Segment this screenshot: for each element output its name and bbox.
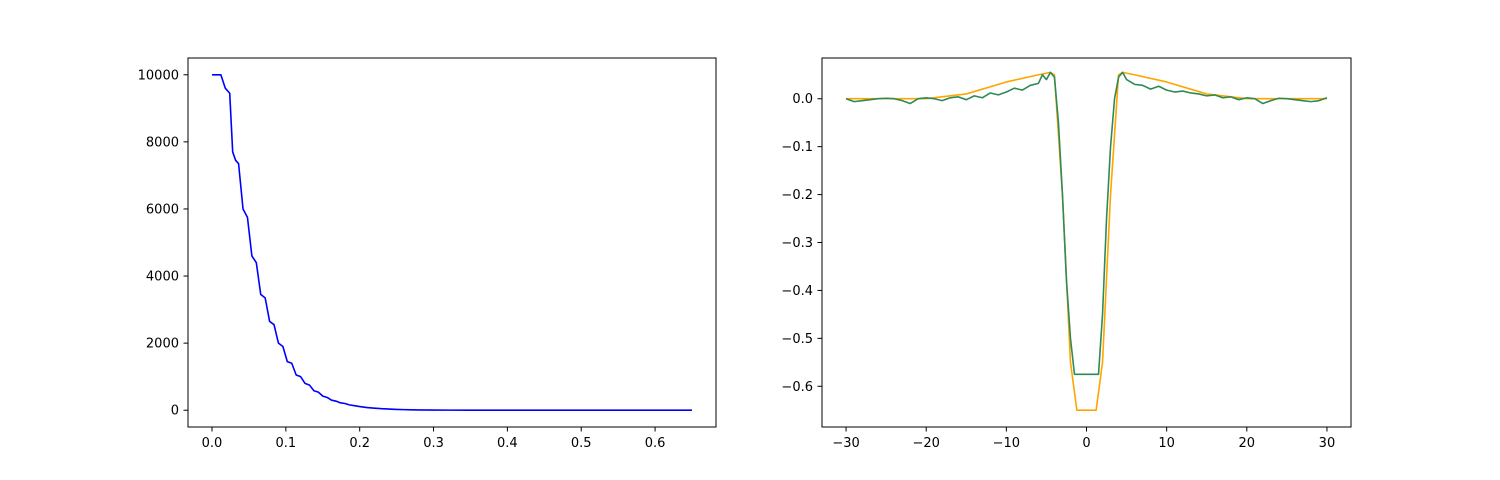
y-tick-label: 0 xyxy=(171,404,179,419)
series-line-1-1 xyxy=(845,71,1328,376)
y-tick-label: 8000 xyxy=(146,135,179,150)
x-tick-label: 0.5 xyxy=(571,436,592,451)
x-tick-label: −30 xyxy=(832,436,859,451)
y-tick-label: 4000 xyxy=(146,270,179,285)
x-tick-label: 0.4 xyxy=(497,436,518,451)
x-tick-label: 10 xyxy=(1158,436,1175,451)
axes-frame xyxy=(187,57,717,428)
x-tick-label: 0.2 xyxy=(349,436,370,451)
y-tick-label: 10000 xyxy=(138,68,179,83)
y-tick-label: 6000 xyxy=(146,202,179,217)
y-tick-label: −0.2 xyxy=(781,188,813,203)
right-chart-panel: −30 −20 −10 0 10 20 30 0.0 −0.1 −0.2 −0.3 −0.4 −0.5 −… xyxy=(781,57,1352,451)
y-tick-label: 0.0 xyxy=(792,92,813,107)
y-tick-label: −0.3 xyxy=(781,236,813,251)
y-tick-label: 2000 xyxy=(146,337,179,352)
y-tick-label: −0.1 xyxy=(781,140,813,155)
x-tick-label: 0.1 xyxy=(276,436,297,451)
y-tick-label: −0.5 xyxy=(781,332,813,347)
y-tick-label: −0.6 xyxy=(781,380,813,395)
x-tick-label: 0.6 xyxy=(645,436,666,451)
x-tick-label: −10 xyxy=(993,436,1020,451)
x-tick-label: 20 xyxy=(1239,436,1256,451)
x-tick-label: 30 xyxy=(1319,436,1336,451)
series-line-1-0 xyxy=(846,71,1327,412)
left-chart-panel: 0.0 0.1 0.2 0.3 0.4 0.5 0.6 0 2000 4000 6000 8000 10… xyxy=(138,57,717,451)
x-tick-label: −20 xyxy=(912,436,939,451)
series-line-0-0 xyxy=(212,73,692,412)
x-tick-label: 0.0 xyxy=(202,436,223,451)
x-tick-label: 0.3 xyxy=(423,436,444,451)
y-tick-label: −0.4 xyxy=(781,284,813,299)
x-tick-label: 0 xyxy=(1082,436,1090,451)
